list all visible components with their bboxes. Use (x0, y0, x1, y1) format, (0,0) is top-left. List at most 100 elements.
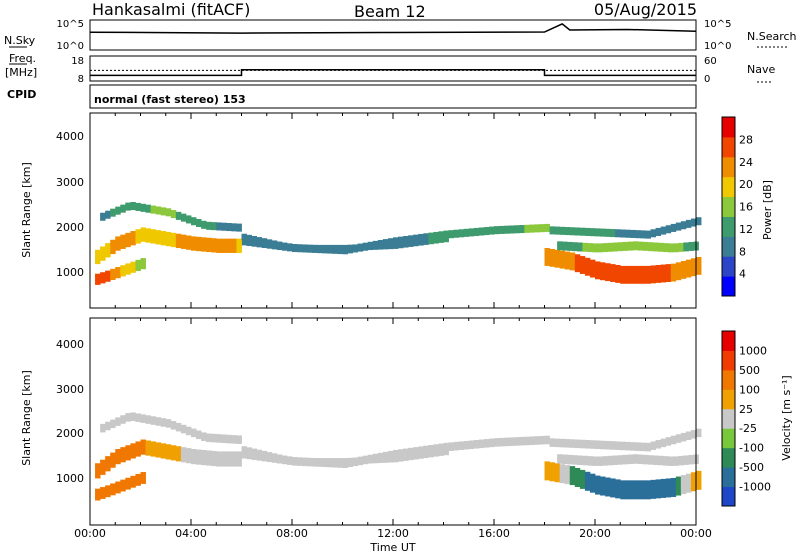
heatmap-cell (398, 454, 404, 462)
heatmap-cell (337, 458, 343, 465)
power-colorbar-tick: 4 (739, 268, 746, 281)
heatmap-cell (150, 416, 157, 425)
xaxis-label: Time UT (369, 541, 415, 554)
heatmap-cell (140, 258, 146, 270)
heatmap-cell (95, 463, 101, 479)
heatmap-cell (312, 244, 318, 252)
heatmap-cell (140, 439, 146, 455)
heatmap-cell (483, 439, 490, 448)
heatmap-cell (675, 476, 682, 496)
heatmap-cell (110, 483, 116, 496)
nave-tick-bottom: 0 (704, 74, 710, 85)
heatmap-cell (610, 441, 616, 450)
heatmap-cell (150, 205, 157, 214)
power-colorbar-tick: 24 (739, 156, 753, 169)
heatmap-cell (337, 244, 343, 252)
heatmap-cell (292, 458, 298, 465)
heatmap-cell (236, 451, 242, 467)
heatmap-cell (650, 441, 656, 450)
power-colorbar-swatch (722, 136, 735, 158)
heatmap-cell (191, 217, 197, 226)
heatmap-cell (155, 230, 162, 245)
velocity-colorbar: 1000 500 100 25 -25 -100 -500 -1000 (721, 330, 771, 507)
velocity-colorbar-tick: -500 (739, 461, 764, 474)
heatmap-cell (160, 207, 167, 216)
heatmap-cell (584, 471, 591, 491)
heatmap-cell (519, 436, 525, 446)
heatmap-cell (246, 447, 252, 454)
heatmap-cell (642, 241, 649, 251)
heatmap-cell (170, 232, 177, 248)
heatmap-cell (622, 241, 629, 251)
heatmap-cell (635, 442, 641, 451)
heatmap-cell (499, 437, 505, 447)
velocity-colorbar-tick: 25 (739, 403, 753, 416)
power-colorbar-swatch (722, 236, 735, 257)
cpid-panel: CPID normal (fast stereo) 153 (7, 84, 697, 109)
noise-series (89, 23, 697, 34)
velocity-colorbar-swatch (722, 369, 735, 390)
heatmap-cell (443, 442, 449, 452)
heatmap-cell (155, 417, 162, 426)
noise-tick-top-left: 10^5 (57, 19, 84, 30)
station-title: Hankasalmi (fitACF) (92, 0, 250, 19)
heatmap-cell (196, 430, 202, 440)
heatmap-cell (418, 233, 424, 242)
heatmap-cell (637, 454, 644, 465)
heatmap-cell (120, 415, 126, 424)
heatmap-cell (135, 413, 141, 422)
power-colorbar-swatch (722, 196, 735, 217)
heatmap-cell (175, 233, 182, 249)
heatmap-cell (605, 477, 611, 497)
heatmap-cell (206, 237, 212, 253)
heatmap-cell (433, 444, 439, 453)
heatmap-cell (483, 227, 490, 236)
heatmap-cell (564, 439, 571, 448)
heatmap-cell (150, 441, 157, 457)
cpid-label: CPID (7, 88, 36, 101)
freq-label: Freq. (9, 52, 36, 65)
heatmap-cell (615, 229, 621, 238)
velocity-ytick-3000: 3000 (56, 383, 84, 396)
heatmap-cell (630, 442, 636, 451)
heatmap-cell (155, 442, 162, 458)
heatmap-cell (175, 211, 182, 220)
power-ylabel: Slant Range [km] (20, 162, 33, 258)
heatmap-cell (650, 229, 656, 238)
heatmap-cell (428, 237, 434, 245)
heatmap-cell (428, 450, 434, 458)
heatmap-cell (398, 449, 404, 458)
heatmap-cell (393, 242, 399, 249)
heatmap-cell (276, 241, 283, 248)
heatmap-cell (642, 454, 649, 465)
heatmap-cell (574, 254, 581, 273)
heatmap-cell (408, 453, 414, 461)
heatmap-cell (135, 229, 141, 244)
heatmap-cell (572, 242, 578, 252)
heatmap-cell (170, 421, 177, 430)
nave-tick-top: 60 (704, 56, 717, 67)
heatmap-cell (582, 242, 588, 252)
heatmap-cell (569, 252, 576, 271)
heatmap-cell (413, 234, 419, 243)
heatmap-cell (612, 242, 619, 252)
heatmap-cell (488, 438, 495, 448)
heatmap-cell (231, 451, 237, 467)
heatmap-cell (261, 450, 268, 458)
heatmap-cell (595, 475, 601, 495)
heatmap-cell (221, 222, 227, 231)
heatmap-cell (382, 243, 389, 250)
frequency-panel: Freq. [MHz] 18 8 60 0 Nave (5, 52, 775, 85)
heatmap-cell (433, 231, 439, 240)
heatmap-cell (544, 461, 550, 481)
heatmap-cell (428, 444, 434, 454)
heatmap-cell (655, 479, 662, 499)
heatmap-cell (110, 268, 116, 280)
heatmap-cell (125, 445, 131, 461)
heatmap-cell (251, 451, 258, 460)
heatmap-cell (271, 453, 278, 460)
heatmap-cell (196, 236, 202, 252)
heatmap-cell (653, 455, 659, 465)
freq-tick-bottom: 8 (78, 74, 84, 85)
